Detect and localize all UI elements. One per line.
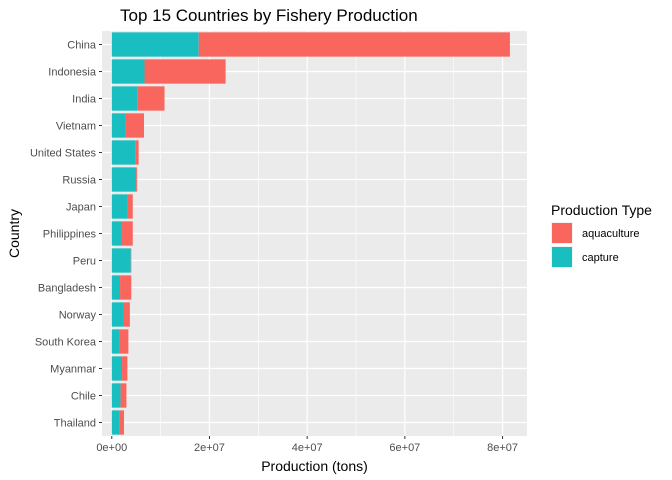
bar-capture-india	[111, 86, 138, 111]
bars	[111, 32, 510, 435]
y-tick-label: Thailand	[54, 418, 96, 430]
bar-capture-japan	[111, 194, 128, 219]
bar-capture-vietnam	[111, 113, 126, 138]
legend-key-capture	[552, 247, 572, 267]
legend-label-aquaculture: aquaculture	[582, 228, 640, 240]
bar-aquaculture-united-states	[135, 140, 139, 165]
bar-aquaculture-japan	[127, 194, 133, 219]
y-tick-label: Japan	[66, 202, 96, 214]
bar-aquaculture-china	[198, 32, 510, 57]
x-tick-label: 8e+07	[487, 442, 518, 454]
y-tick-label: Vietnam	[56, 121, 96, 133]
y-tick-label: United States	[30, 148, 97, 160]
legend-label-capture: capture	[582, 252, 619, 264]
bar-aquaculture-russia	[136, 167, 138, 192]
x-axis-title: Production (tons)	[261, 458, 368, 474]
y-axis: China Indonesia India Vietnam United States R…	[30, 40, 102, 430]
bar-aquaculture-thailand	[119, 410, 124, 435]
bar-capture-south-korea	[111, 329, 120, 354]
bar-aquaculture-south-korea	[119, 329, 129, 354]
bar-capture-china	[111, 32, 199, 57]
y-tick-label: South Korea	[35, 337, 97, 349]
bar-capture-norway	[111, 302, 124, 327]
bar-aquaculture-indonesia	[144, 59, 226, 84]
bar-capture-indonesia	[111, 59, 145, 84]
y-tick-label: Norway	[59, 310, 97, 322]
bar-capture-thailand	[111, 410, 120, 435]
y-axis-title: Country	[6, 209, 22, 258]
bar-capture-philippines	[111, 221, 122, 246]
bar-aquaculture-philippines	[121, 221, 133, 246]
x-tick-label: 0e+00	[96, 442, 127, 454]
bar-capture-myanmar	[111, 356, 123, 381]
y-tick-label: Philippines	[43, 229, 97, 241]
x-axis: 0e+00 2e+07 4e+07 6e+07 8e+07	[96, 436, 518, 454]
bar-capture-chile	[111, 383, 121, 408]
y-tick-label: Chile	[71, 391, 96, 403]
chart-title: Top 15 Countries by Fishery Production	[120, 6, 418, 25]
y-tick-label: Peru	[73, 256, 96, 268]
y-tick-label: Russia	[62, 175, 97, 187]
bar-aquaculture-norway	[123, 302, 130, 327]
y-tick-label: India	[72, 94, 97, 106]
bar-aquaculture-vietnam	[125, 113, 145, 138]
y-tick-label: Indonesia	[48, 67, 97, 79]
bar-capture-russia	[111, 167, 137, 192]
x-tick-label: 2e+07	[194, 442, 225, 454]
y-tick-label: China	[67, 40, 97, 52]
x-tick-label: 4e+07	[292, 442, 323, 454]
bar-aquaculture-myanmar	[122, 356, 128, 381]
bar-capture-peru	[111, 248, 131, 273]
bar-capture-united-states	[111, 140, 136, 165]
legend-key-aquaculture	[552, 223, 572, 243]
y-tick-label: Bangladesh	[38, 283, 96, 295]
x-tick-label: 6e+07	[389, 442, 420, 454]
bar-aquaculture-chile	[120, 383, 127, 408]
bar-capture-bangladesh	[111, 275, 121, 300]
bar-aquaculture-bangladesh	[120, 275, 132, 300]
y-tick-label: Myanmar	[50, 364, 96, 376]
legend: Production Type aquaculture capture	[551, 202, 652, 268]
bar-aquaculture-india	[137, 86, 165, 111]
legend-title: Production Type	[551, 202, 652, 218]
